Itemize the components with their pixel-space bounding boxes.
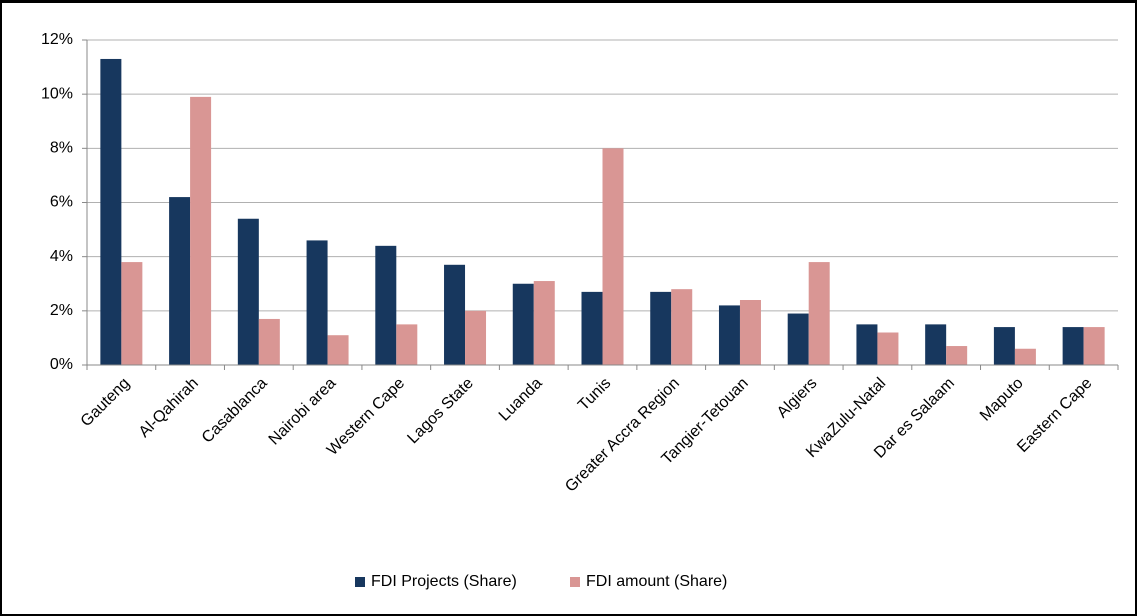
- y-tick-label: 4%: [50, 248, 73, 265]
- bar: [190, 96, 212, 365]
- bar: [808, 262, 830, 365]
- bar: [169, 197, 191, 365]
- legend-label: FDI amount (Share): [586, 573, 727, 590]
- bar: [739, 300, 761, 365]
- bar: [237, 218, 259, 365]
- y-tick-label: 0%: [50, 356, 73, 373]
- legend-swatch: [570, 577, 580, 587]
- bar: [650, 291, 672, 365]
- bar: [1083, 327, 1105, 365]
- y-tick-label: 2%: [50, 302, 73, 319]
- bar: [444, 264, 466, 365]
- bar: [581, 291, 603, 365]
- bar: [671, 289, 693, 365]
- bar: [856, 324, 878, 365]
- bar: [787, 313, 809, 365]
- bar: [100, 58, 122, 365]
- bar: [925, 324, 947, 365]
- bar: [533, 281, 555, 365]
- bar: [512, 283, 534, 365]
- y-tick-label: 8%: [50, 140, 73, 157]
- bar: [465, 310, 487, 365]
- y-tick-label: 6%: [50, 194, 73, 211]
- bar: [946, 346, 968, 365]
- legend-label: FDI Projects (Share): [371, 573, 517, 590]
- bar: [877, 332, 899, 365]
- y-tick-label: 12%: [41, 31, 73, 48]
- bar: [396, 324, 418, 365]
- bar: [306, 240, 328, 365]
- bar: [1014, 348, 1036, 365]
- bar: [375, 245, 397, 365]
- bar: [718, 305, 740, 365]
- bar: [1062, 327, 1084, 365]
- bar: [258, 318, 280, 365]
- bar: [121, 262, 143, 365]
- y-tick-label: 10%: [41, 85, 73, 102]
- bar: [993, 327, 1015, 365]
- legend-swatch: [355, 577, 365, 587]
- bar: [602, 148, 624, 365]
- bar: [327, 335, 349, 365]
